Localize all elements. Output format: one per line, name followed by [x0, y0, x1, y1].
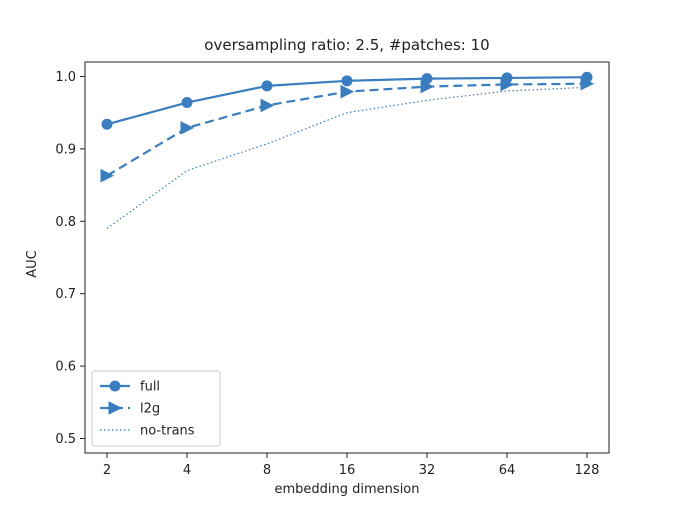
data-point-l2g [420, 79, 435, 94]
x-tick-label: 16 [339, 463, 356, 478]
legend-marker-l2g [108, 401, 123, 415]
y-tick-label: 0.8 [55, 215, 76, 230]
y-tick-label: 0.6 [55, 360, 76, 375]
data-point-l2g [500, 77, 515, 92]
legend-label-full: full [140, 380, 160, 395]
data-point-l2g [180, 121, 195, 135]
x-tick-label: 4 [183, 463, 191, 478]
data-point-full [101, 118, 113, 130]
y-tick-label: 1.0 [55, 70, 76, 85]
y-tick-label: 0.7 [55, 287, 76, 302]
y-tick-label: 0.5 [55, 432, 76, 447]
data-point-l2g [260, 98, 275, 113]
x-tick-label: 8 [263, 463, 271, 478]
data-point-l2g [580, 76, 595, 91]
legend-label-no-trans: no-trans [140, 424, 195, 439]
data-point-l2g [100, 168, 115, 183]
y-tick-label: 0.9 [55, 142, 76, 157]
x-axis-label: embedding dimension [275, 482, 420, 497]
x-tick-label: 128 [575, 463, 600, 478]
data-point-full [181, 97, 193, 109]
y-axis-label: AUC [25, 250, 40, 278]
legend-label-l2g: l2g [140, 402, 160, 417]
series-line-l2g [106, 82, 588, 177]
legend-marker-full [109, 380, 121, 392]
x-tick-label: 2 [103, 463, 111, 478]
x-tick-label: 64 [499, 463, 516, 478]
data-point-full [341, 75, 353, 87]
data-point-full [261, 80, 273, 92]
series-line-no-trans [106, 86, 588, 230]
legend-box [91, 370, 221, 447]
data-point-l2g [340, 84, 355, 99]
chart-title: oversampling ratio: 2.5, #patches: 10 [204, 36, 489, 54]
x-tick-label: 32 [419, 463, 436, 478]
